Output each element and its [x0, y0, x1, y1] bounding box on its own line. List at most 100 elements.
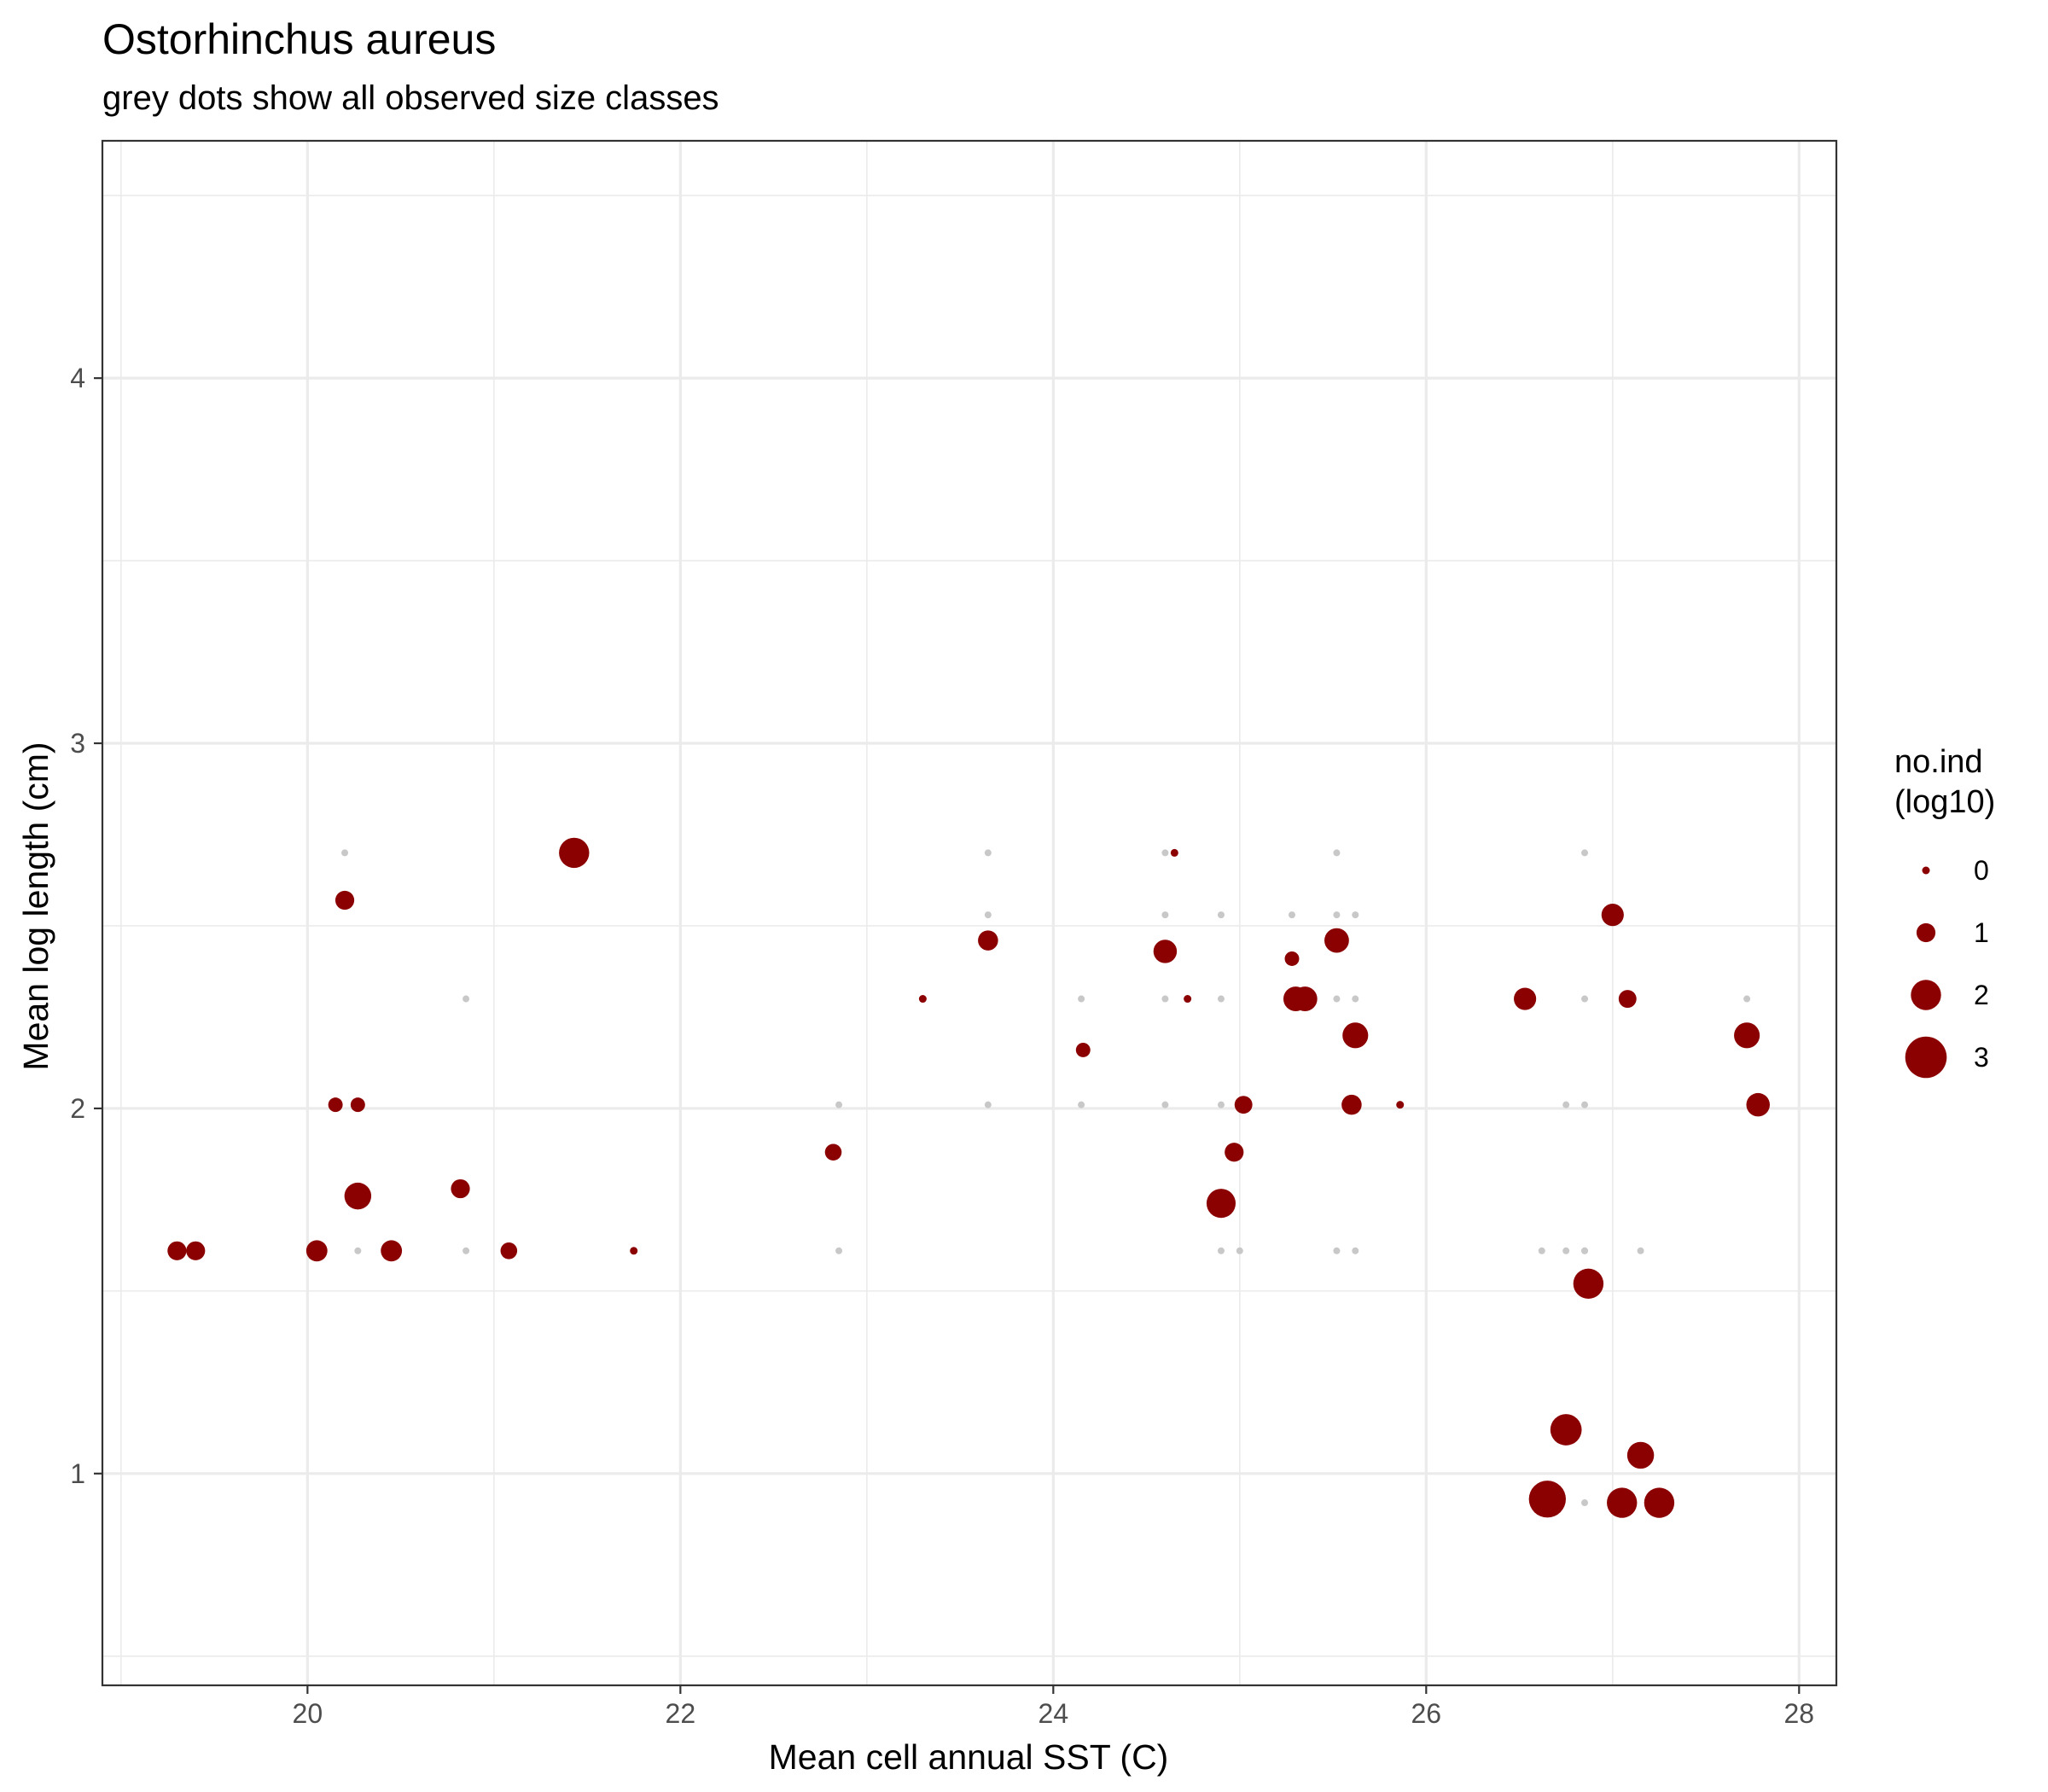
observed-size-dot	[463, 995, 470, 1003]
mean-length-point	[1170, 848, 1178, 857]
observed-size-dot	[1333, 849, 1341, 857]
observed-size-dot	[1333, 995, 1341, 1003]
observed-size-dot	[1352, 995, 1359, 1003]
mean-length-point	[1234, 1096, 1253, 1114]
legend-key	[1905, 1036, 1947, 1079]
mean-length-points	[167, 837, 1770, 1518]
observed-size-dot	[1217, 1247, 1225, 1254]
y-tick-label: 1	[70, 1458, 85, 1489]
mean-length-point	[918, 995, 927, 1004]
mean-length-point	[1626, 1441, 1655, 1469]
legend-label: 1	[1974, 917, 1989, 948]
y-tick-label: 3	[70, 728, 85, 759]
observed-size-dot	[1161, 911, 1169, 919]
mean-length-point	[1184, 995, 1192, 1004]
mean-length-point	[559, 837, 590, 869]
legend-key	[1922, 866, 1930, 875]
observed-size-dot	[1581, 849, 1589, 857]
observed-size-dot	[984, 911, 992, 919]
plot-panel-border	[101, 139, 1838, 1687]
gridlines	[102, 141, 1836, 1685]
observed-size-dot	[1217, 911, 1225, 919]
mean-length-point	[1075, 1043, 1091, 1057]
observed-size-dot	[1078, 995, 1085, 1003]
mean-length-point	[167, 1241, 187, 1260]
observed-size-dot	[1217, 1101, 1225, 1108]
chart-title: Ostorhinchus aureus	[102, 15, 496, 63]
observed-size-dot	[1581, 1101, 1589, 1108]
observed-size-dot	[1333, 911, 1341, 919]
y-tick-label: 4	[70, 363, 85, 393]
mean-length-point	[1550, 1414, 1582, 1446]
observed-size-dot	[984, 1101, 992, 1108]
legend: no.ind (log10) 0 1 2 3	[1894, 744, 1995, 1079]
mean-length-point	[978, 930, 998, 951]
mean-length-point	[381, 1240, 403, 1262]
observed-size-dot	[1637, 1247, 1644, 1254]
x-tick-label: 22	[666, 1698, 696, 1729]
mean-length-point	[1607, 1487, 1638, 1518]
legend-title-line-1: no.ind	[1894, 744, 1983, 780]
observed-size-dot	[1581, 995, 1589, 1003]
x-tick-label: 24	[1039, 1698, 1069, 1729]
observed-size-dot	[984, 849, 992, 857]
mean-length-point	[1324, 928, 1349, 953]
observed-size-dot	[354, 1247, 362, 1254]
observed-size-dot	[1288, 911, 1295, 919]
mean-length-point	[328, 1097, 343, 1113]
mean-length-point	[1341, 1094, 1362, 1115]
y-axis-title: Mean log length (cm)	[16, 742, 55, 1070]
mean-length-point	[305, 1240, 328, 1262]
mean-length-point	[1746, 1092, 1770, 1117]
mean-length-point	[1396, 1101, 1405, 1109]
observed-size-dot	[1581, 1247, 1589, 1254]
observed-size-dot	[1562, 1101, 1570, 1108]
mean-length-point	[500, 1242, 518, 1260]
observed-size-dot	[341, 849, 349, 857]
mean-length-point	[1601, 904, 1624, 927]
mean-length-point	[1292, 986, 1318, 1011]
mean-length-point	[630, 1247, 638, 1255]
observed-size-dot	[1743, 995, 1751, 1003]
observed-size-dot	[1538, 1247, 1545, 1254]
mean-length-point	[1644, 1487, 1675, 1518]
legend-key	[1916, 922, 1936, 943]
observed-size-dot	[835, 1101, 843, 1108]
mean-length-point	[1573, 1268, 1604, 1300]
observed-size-dot	[1333, 1247, 1341, 1254]
x-tick-label: 26	[1411, 1698, 1442, 1729]
observed-size-dot	[1161, 849, 1169, 857]
observed-size-dot	[463, 1247, 470, 1254]
axis-ticks: 20 22 24 26 28 1 2 3 4	[70, 363, 1814, 1729]
legend-key	[1911, 980, 1941, 1010]
observed-size-dot	[1217, 995, 1225, 1003]
legend-label: 2	[1974, 980, 1989, 1010]
x-tick-label: 20	[293, 1698, 323, 1729]
observed-size-dot	[1161, 1101, 1169, 1108]
legend-title-line-2: (log10)	[1894, 784, 1995, 820]
mean-length-point	[451, 1178, 470, 1199]
chart-subtitle: grey dots show all observed size classes	[102, 79, 719, 117]
mean-length-point	[350, 1097, 365, 1113]
x-axis-title: Mean cell annual SST (C)	[769, 1737, 1169, 1777]
mean-length-point	[1528, 1481, 1566, 1518]
mean-length-point	[824, 1143, 842, 1161]
mean-length-point	[1734, 1022, 1760, 1049]
y-tick-label: 2	[70, 1093, 85, 1124]
mean-length-point	[1514, 987, 1537, 1010]
observed-size-dot	[835, 1247, 843, 1254]
x-tick-label: 28	[1784, 1698, 1815, 1729]
legend-label: 0	[1974, 855, 1989, 886]
observed-size-classes	[341, 849, 1751, 1507]
mean-length-point	[1225, 1143, 1244, 1162]
mean-length-point	[186, 1241, 206, 1260]
mean-length-point	[335, 890, 355, 911]
observed-size-dot	[1581, 1499, 1589, 1507]
mean-length-point	[1342, 1022, 1369, 1049]
observed-size-dot	[1078, 1101, 1085, 1108]
observed-size-dot	[1562, 1247, 1570, 1254]
mean-length-point	[1153, 940, 1178, 963]
legend-entries: 0 1 2 3	[1905, 855, 1989, 1079]
legend-label: 3	[1974, 1042, 1989, 1073]
